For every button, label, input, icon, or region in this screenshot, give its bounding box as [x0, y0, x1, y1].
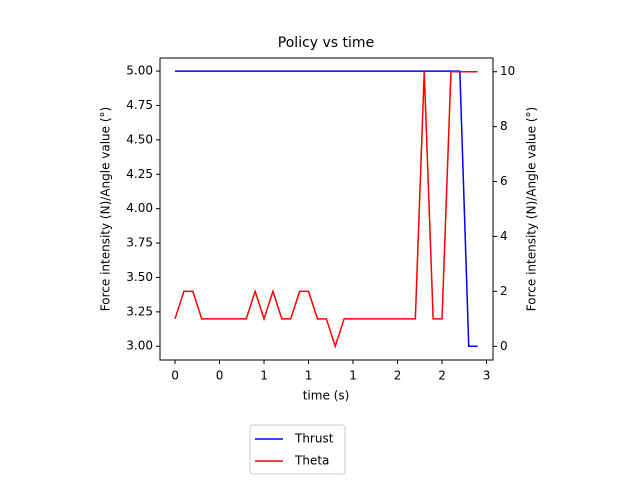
y2-tick-label: 8 [500, 119, 508, 133]
x-tick-label: 2 [394, 369, 402, 383]
legend-label: Theta [294, 454, 329, 468]
series-line [175, 70, 478, 347]
x-tick-label: 3 [483, 369, 491, 383]
x-tick-label: 1 [349, 369, 357, 383]
x-axis-label: time (s) [303, 389, 350, 403]
x-tick-label: 0 [216, 369, 224, 383]
y-tick-label: 4.50 [126, 132, 153, 146]
y2-tick-label: 6 [500, 174, 508, 188]
y-tick-label: 5.00 [126, 64, 153, 78]
y-axis-label: Force intensity (N)/Angle value (°) [99, 107, 113, 311]
y-tick-label: 3.25 [126, 304, 153, 318]
y-tick-label: 4.00 [126, 201, 153, 215]
y-tick-label: 3.50 [126, 270, 153, 284]
y2-tick-label: 10 [500, 64, 515, 78]
y-tick-label: 4.25 [126, 167, 153, 181]
chart-title: Policy vs time [278, 35, 374, 51]
x-tick-label: 0 [171, 369, 179, 383]
series-line [174, 70, 478, 349]
y2-axis-label: Force intensity (N)/Angle value (°) [525, 107, 539, 311]
plot-frame [159, 57, 494, 361]
y-tick-label: 3.75 [126, 236, 153, 250]
y2-tick-label: 0 [500, 339, 508, 353]
y-tick-label: 3.00 [126, 339, 153, 353]
y2-tick-label: 4 [500, 229, 508, 243]
y2-tick-label: 2 [500, 284, 508, 298]
x-tick-label: 2 [438, 369, 446, 383]
legend-label: Thrust [294, 432, 334, 446]
y-tick-label: 4.75 [126, 98, 153, 112]
x-tick-label: 1 [260, 369, 268, 383]
x-tick-label: 1 [305, 369, 313, 383]
